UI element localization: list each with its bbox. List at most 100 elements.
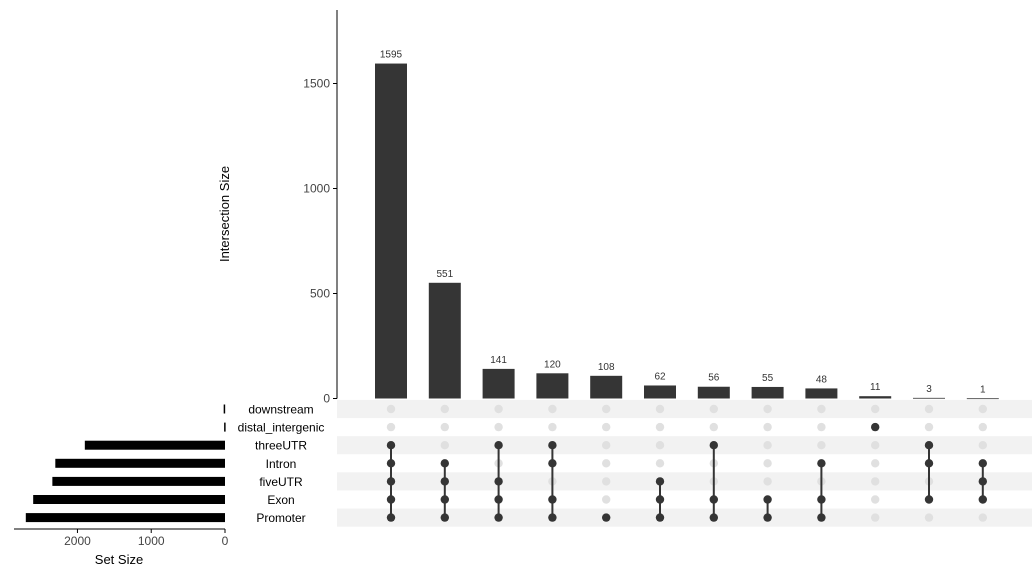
intersection-value-label: 11 xyxy=(870,382,881,393)
intersection-value-label: 62 xyxy=(654,371,666,382)
inactive-dot xyxy=(548,404,557,414)
inactive-dot xyxy=(924,513,934,522)
active-dot xyxy=(655,513,665,522)
inactive-dot xyxy=(763,422,772,432)
active-dot xyxy=(386,477,396,486)
set-size-bar xyxy=(55,458,226,468)
inactive-dot xyxy=(602,495,611,504)
intersection-bar xyxy=(536,373,569,399)
set-membership-matrix xyxy=(386,404,987,522)
set-name-label: distal_intergenic xyxy=(238,421,325,435)
active-dot xyxy=(655,495,665,504)
active-dot xyxy=(494,477,503,486)
active-dot xyxy=(440,513,449,522)
inactive-dot xyxy=(602,441,611,450)
active-dot xyxy=(655,477,665,486)
y-axis-title: Intersection Size xyxy=(217,166,232,262)
active-dot xyxy=(709,513,718,522)
y-tick-label: 1500 xyxy=(303,77,330,91)
set-name-label: downstream xyxy=(248,403,313,417)
matrix-stripe xyxy=(337,436,1032,455)
intersection-bars: 1595 551 141 120 108 62 56 55 48 11 3 1 xyxy=(375,50,999,400)
set-size-bar xyxy=(33,495,225,504)
intersection-bar xyxy=(697,386,730,399)
active-dot xyxy=(924,459,934,468)
y-tick-label: 500 xyxy=(310,287,330,301)
matrix-stripe xyxy=(337,472,1032,491)
inactive-dot xyxy=(494,404,503,414)
set-name-label: Intron xyxy=(266,457,297,471)
active-dot xyxy=(978,459,987,468)
inactive-dot xyxy=(386,404,396,414)
inactive-dot xyxy=(386,422,396,432)
intersection-value-label: 141 xyxy=(490,355,507,366)
active-dot xyxy=(386,459,396,468)
active-dot xyxy=(386,495,396,504)
set-size-bar xyxy=(52,476,226,486)
x-axis-title: Set Size xyxy=(95,552,143,567)
intersection-value-label: 48 xyxy=(816,374,828,385)
active-dot xyxy=(440,459,449,468)
inactive-dot xyxy=(978,422,987,432)
active-dot xyxy=(763,513,772,522)
active-dot xyxy=(763,495,772,504)
intersection-bar xyxy=(644,385,676,399)
active-dot xyxy=(817,459,826,468)
intersection-value-label: 55 xyxy=(762,373,774,384)
inactive-dot xyxy=(440,441,449,450)
intersection-bar xyxy=(966,398,999,400)
inactive-dot xyxy=(655,404,665,414)
inactive-dot xyxy=(440,422,449,432)
inactive-dot xyxy=(602,422,611,432)
active-dot xyxy=(602,513,611,522)
intersection-value-label: 3 xyxy=(926,384,932,395)
intersection-size-axis: 0 500 1000 1500 Intersection Size xyxy=(217,10,338,406)
active-dot xyxy=(871,422,880,432)
inactive-dot xyxy=(655,441,665,450)
inactive-dot xyxy=(440,404,449,414)
set-name-label: Exon xyxy=(267,493,294,507)
intersection-value-label: 56 xyxy=(708,373,720,384)
matrix-stripe xyxy=(337,508,1032,527)
intersection-bar xyxy=(482,368,515,399)
inactive-dot xyxy=(709,404,718,414)
set-name-label: fiveUTR xyxy=(259,475,303,489)
active-dot xyxy=(924,495,934,504)
active-dot xyxy=(978,477,987,486)
set-size-bars xyxy=(25,404,226,523)
inactive-dot xyxy=(978,441,987,450)
inactive-dot xyxy=(655,459,665,468)
inactive-dot xyxy=(871,513,880,522)
intersection-value-label: 120 xyxy=(544,359,561,370)
y-tick-label: 0 xyxy=(323,392,330,406)
intersection-bar xyxy=(859,396,892,399)
active-dot xyxy=(817,495,826,504)
inactive-dot xyxy=(871,495,880,504)
y-tick-label: 1000 xyxy=(303,182,330,196)
active-dot xyxy=(494,441,503,450)
intersection-value-label: 108 xyxy=(598,362,615,373)
inactive-dot xyxy=(655,422,665,432)
active-dot xyxy=(924,441,934,450)
matrix-stripe xyxy=(337,399,1032,419)
intersection-value-label: 551 xyxy=(436,269,453,280)
set-size-bar xyxy=(84,440,226,450)
inactive-dot xyxy=(817,404,826,414)
inactive-dot xyxy=(871,404,880,414)
set-name-labels: downstream distal_intergenic threeUTR Intro… xyxy=(238,403,325,526)
active-dot xyxy=(548,441,557,450)
inactive-dot xyxy=(548,422,557,432)
set-name-label: threeUTR xyxy=(255,439,307,453)
active-dot xyxy=(817,513,826,522)
inactive-dot xyxy=(709,422,718,432)
set-size-bar xyxy=(224,422,226,432)
inactive-dot xyxy=(602,459,611,468)
active-dot xyxy=(709,495,718,504)
inactive-dot xyxy=(817,441,826,450)
inactive-dot xyxy=(978,404,987,414)
active-dot xyxy=(440,477,449,486)
active-dot xyxy=(494,495,503,504)
inactive-dot xyxy=(763,404,772,414)
inactive-dot xyxy=(494,422,503,432)
